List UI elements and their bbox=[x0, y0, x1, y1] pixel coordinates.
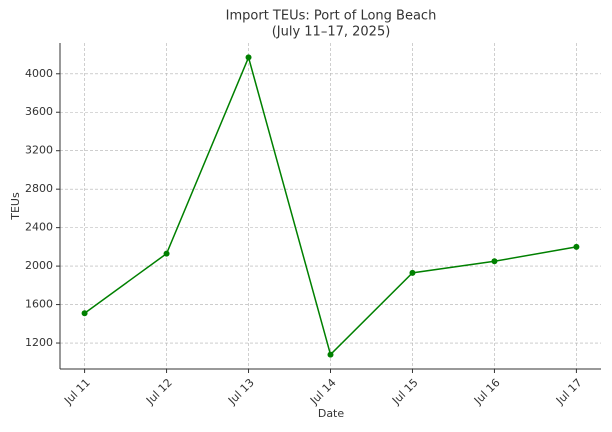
y-tick-label: 2800 bbox=[25, 182, 53, 195]
y-axis-label: TEUs bbox=[9, 192, 22, 221]
data-point bbox=[327, 351, 334, 358]
data-point bbox=[409, 269, 416, 276]
y-tick-label: 3200 bbox=[25, 144, 53, 157]
data-point bbox=[81, 310, 88, 317]
y-tick-label: 2000 bbox=[25, 259, 53, 272]
data-point bbox=[245, 54, 252, 61]
y-tick-label: 1200 bbox=[25, 336, 53, 349]
x-tick-label: Jul 12 bbox=[143, 376, 175, 408]
x-tick-label: Jul 14 bbox=[307, 376, 339, 408]
x-tick-label: Jul 11 bbox=[61, 376, 93, 408]
data-point bbox=[573, 243, 580, 250]
x-axis-label: Date bbox=[318, 407, 345, 420]
x-tick-label: Jul 17 bbox=[553, 376, 585, 408]
data-point bbox=[163, 250, 170, 257]
x-tick-label: Jul 16 bbox=[471, 376, 503, 408]
data-point bbox=[491, 258, 498, 265]
chart-subtitle: (July 11–17, 2025) bbox=[272, 25, 391, 40]
chart-title: Import TEUs: Port of Long Beach bbox=[226, 9, 437, 24]
y-tick-label: 4000 bbox=[25, 67, 53, 80]
x-tick-label: Jul 15 bbox=[389, 376, 421, 408]
y-tick-label: 2400 bbox=[25, 221, 53, 234]
y-tick-label: 1600 bbox=[25, 298, 53, 311]
x-tick-label: Jul 13 bbox=[225, 376, 257, 408]
y-tick-label: 3600 bbox=[25, 105, 53, 118]
